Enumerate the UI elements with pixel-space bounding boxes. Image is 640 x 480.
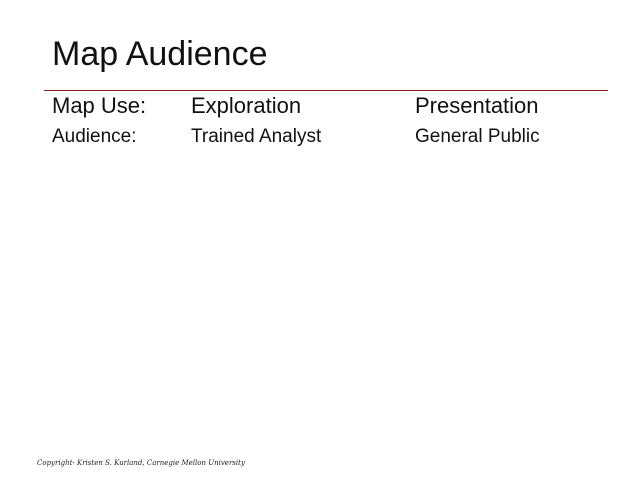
slide-title: Map Audience	[52, 35, 268, 73]
map-use-presentation: Presentation	[415, 93, 539, 118]
audience-trained-analyst: Trained Analyst	[191, 126, 322, 147]
audience-general-public: General Public	[415, 126, 540, 147]
copyright-footer: Copyright- Kristen S. Kurland, Carnegie …	[37, 459, 245, 467]
map-use-label: Map Use:	[52, 93, 147, 118]
audience-label: Audience:	[52, 126, 137, 147]
title-divider	[44, 90, 608, 91]
map-use-exploration: Exploration	[191, 93, 302, 118]
